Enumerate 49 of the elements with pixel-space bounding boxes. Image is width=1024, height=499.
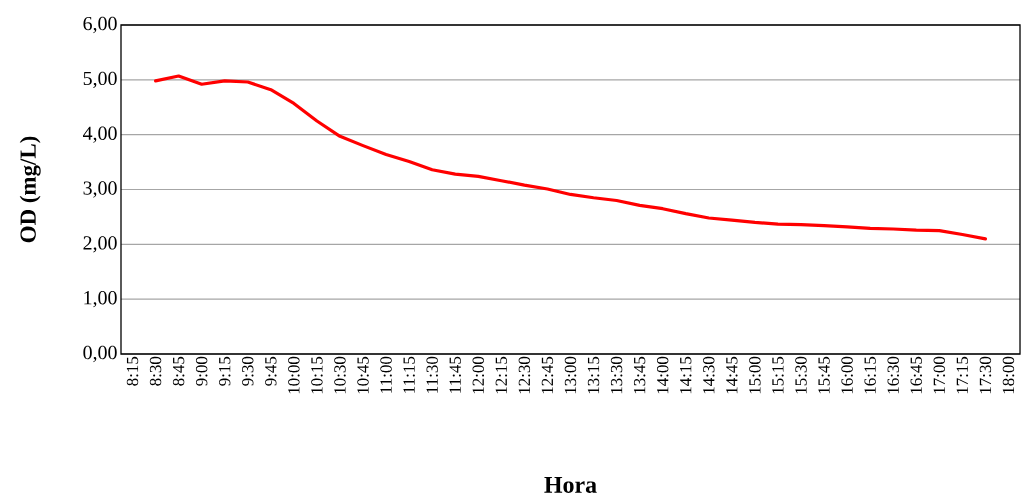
- line-series: [153, 74, 988, 241]
- x-axis-title: Hora: [544, 477, 597, 493]
- x-tick-label: 10:45: [357, 356, 369, 394]
- x-tick-label: 9:00: [195, 356, 208, 386]
- x-tick-label: 16:45: [910, 356, 922, 394]
- y-tick-label: 3,00: [83, 181, 117, 198]
- x-tick-label: 11:30: [426, 356, 438, 393]
- x-tick-label: 16:00: [841, 356, 853, 394]
- x-tick-label: 8:30: [149, 356, 162, 386]
- x-tick-label: 11:00: [380, 356, 392, 393]
- x-tick-label: 14:45: [726, 356, 738, 394]
- x-tick-label: 13:00: [564, 356, 577, 394]
- y-tick-label: 6,00: [83, 16, 117, 34]
- x-tick-label: 11:15: [403, 356, 415, 393]
- x-tick-label: 10:30: [334, 356, 346, 394]
- y-tick-label: 4,00: [83, 126, 117, 143]
- x-tick-label: 15:00: [749, 356, 761, 394]
- x-tick-label: 17:30: [979, 356, 992, 394]
- x-tick-label: 18:00: [1002, 356, 1015, 394]
- x-tick-label: 10:15: [311, 356, 323, 394]
- x-tick-label: 12:30: [518, 356, 531, 394]
- x-tick-label: 13:45: [633, 356, 646, 394]
- y-tick-label: 1,00: [84, 291, 117, 308]
- x-tick-label: 9:45: [265, 356, 277, 386]
- x-tick-label: 16:30: [887, 356, 899, 394]
- x-tick-label: 13:15: [587, 356, 600, 394]
- x-tick-label: 12:00: [472, 356, 485, 394]
- x-tick-label: 15:45: [818, 356, 830, 394]
- x-tick-label: 8:45: [172, 356, 185, 386]
- x-tick-label: 9:15: [219, 356, 231, 386]
- x-tick-label: 17:15: [956, 356, 969, 394]
- x-tick-label: 14:15: [680, 356, 692, 394]
- x-tick-label: 9:30: [242, 356, 254, 386]
- x-tick-label: 12:45: [541, 356, 554, 394]
- x-tick-label: 14:30: [703, 356, 715, 394]
- y-tick-label: 0,00: [83, 345, 117, 363]
- y-tick-label: 2,00: [83, 236, 117, 253]
- x-tick-label: 11:45: [449, 356, 461, 393]
- y-tick-label: 5,00: [83, 71, 117, 88]
- x-tick-label: 12:15: [495, 356, 508, 394]
- x-tick-label: 14:00: [656, 356, 669, 394]
- x-tick-label: 13:30: [610, 356, 623, 394]
- x-tick-label: 15:30: [795, 356, 807, 394]
- x-tick-label: 16:15: [864, 356, 876, 394]
- x-tick-label: 10:00: [288, 356, 300, 394]
- x-tick-label: 8:15: [126, 356, 139, 386]
- x-tick-label: 17:00: [933, 356, 946, 394]
- y-axis-title: OD (mg/L): [19, 136, 41, 243]
- x-tick-label: 15:15: [772, 356, 784, 394]
